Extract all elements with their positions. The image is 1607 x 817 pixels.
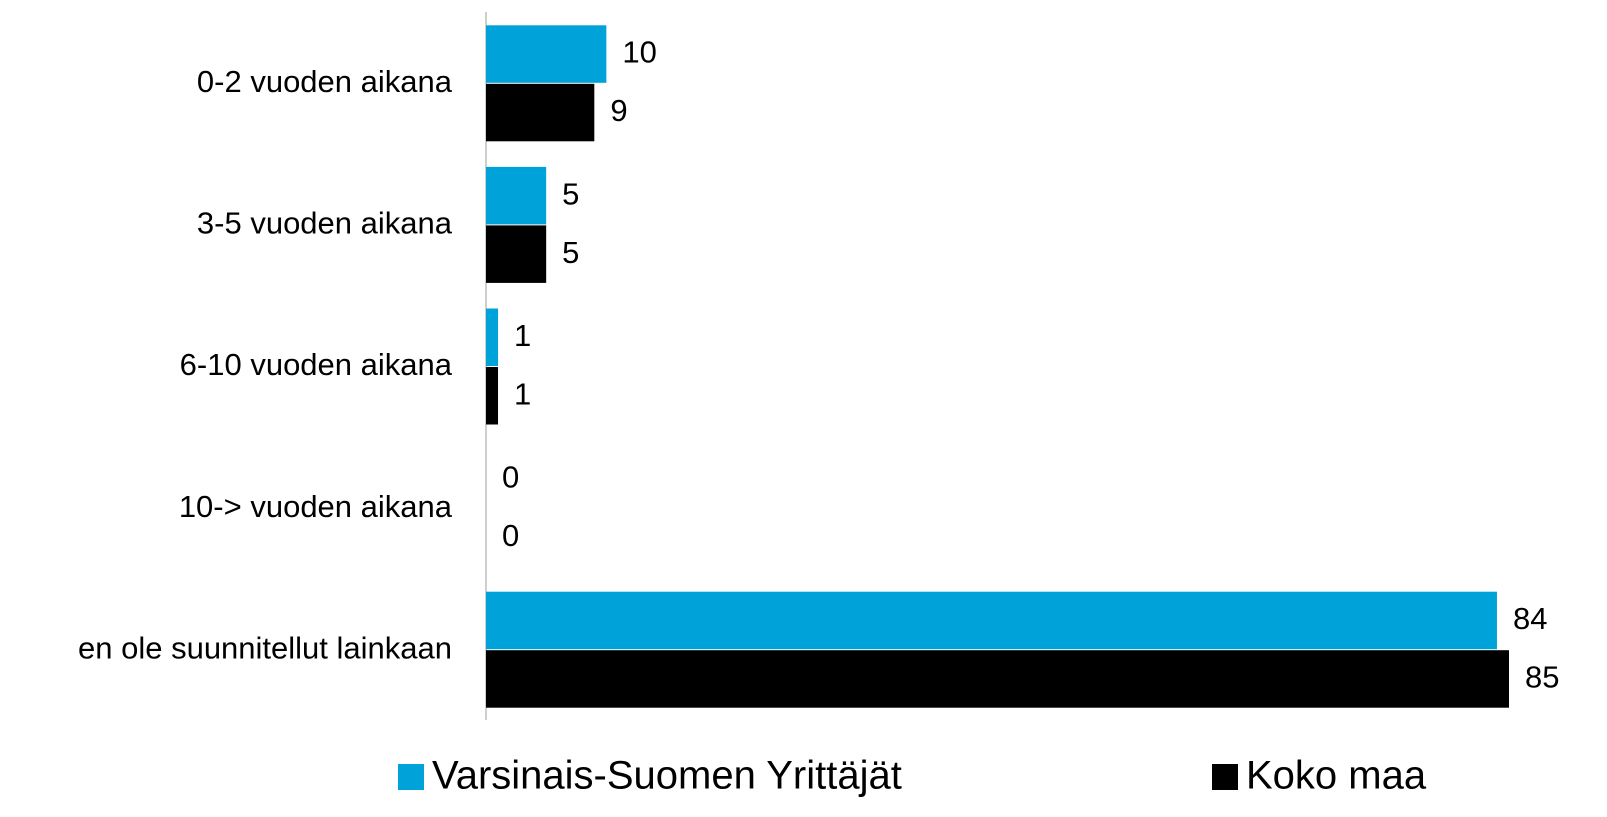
- data-label: 10: [622, 35, 656, 70]
- data-label: 5: [562, 235, 579, 270]
- bar: [486, 25, 607, 83]
- bar: [486, 591, 1497, 650]
- bar: [486, 166, 547, 225]
- data-label: 84: [1513, 601, 1547, 636]
- data-label: 5: [562, 176, 579, 211]
- legend-swatch: [398, 764, 424, 790]
- data-label: 1: [514, 376, 531, 411]
- legend-label: Varsinais-Suomen Yrittäjät: [432, 754, 902, 798]
- data-label: 85: [1525, 660, 1559, 695]
- bar: [486, 367, 499, 425]
- y-tick-label: 6-10 vuoden aikana: [180, 347, 453, 382]
- bar: [486, 83, 595, 142]
- data-label: 0: [502, 460, 519, 495]
- bar: [486, 225, 547, 283]
- bar: [486, 650, 1509, 708]
- data-label: 0: [502, 518, 519, 553]
- data-label: 1: [514, 318, 531, 353]
- data-label: 9: [610, 93, 627, 128]
- y-tick-label: 10-> vuoden aikana: [179, 489, 453, 524]
- legend-swatch: [1212, 764, 1238, 790]
- y-tick-label: 3-5 vuoden aikana: [197, 206, 453, 241]
- legend-label: Koko maa: [1246, 754, 1427, 798]
- y-tick-label: 0-2 vuoden aikana: [197, 64, 453, 99]
- bar: [486, 308, 499, 366]
- y-tick-label: en ole suunnitellut lainkaan: [78, 630, 452, 665]
